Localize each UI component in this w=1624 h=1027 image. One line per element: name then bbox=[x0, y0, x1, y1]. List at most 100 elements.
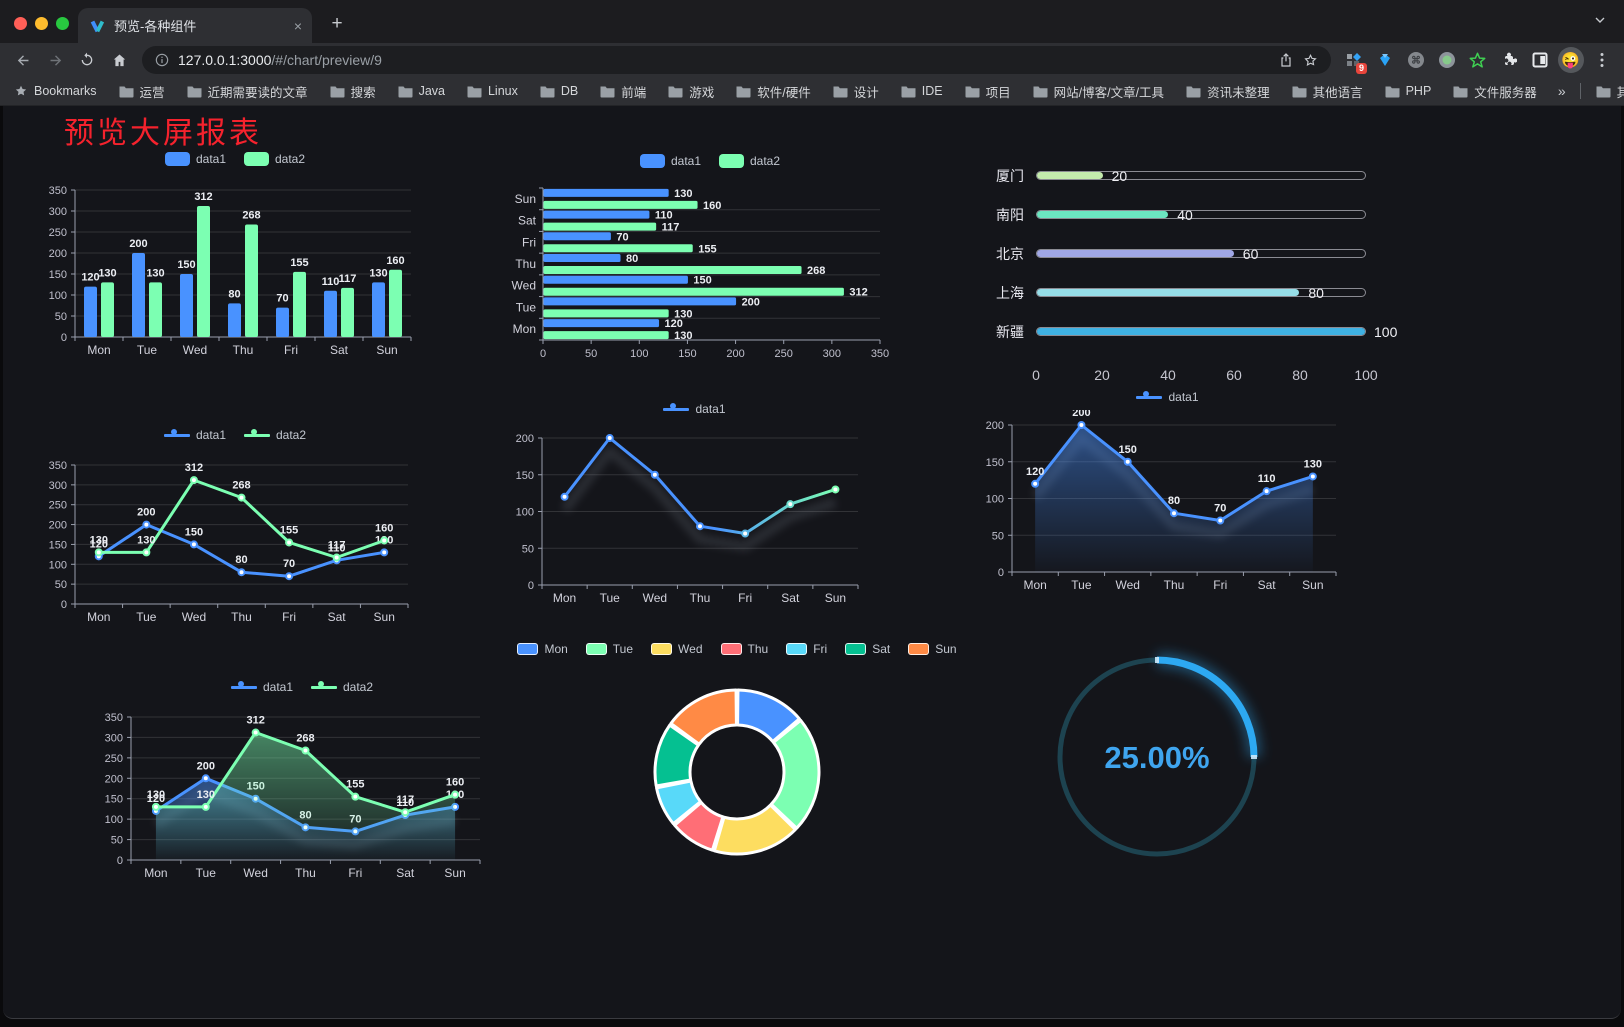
svg-text:130: 130 bbox=[1304, 458, 1322, 470]
bookmark-folder[interactable]: 软件/硬件 bbox=[725, 77, 821, 105]
share-icon[interactable] bbox=[1278, 52, 1294, 68]
svg-text:Sat: Sat bbox=[1258, 578, 1277, 592]
svg-text:Fri: Fri bbox=[1213, 578, 1227, 592]
reload-icon[interactable] bbox=[72, 46, 102, 74]
legend-line-marker bbox=[1136, 391, 1163, 403]
bookmark-folder[interactable]: 搜索 bbox=[319, 77, 387, 105]
progress-fill bbox=[1037, 172, 1103, 179]
svg-text:150: 150 bbox=[678, 348, 696, 360]
bookmark-folder[interactable]: 设计 bbox=[822, 77, 890, 105]
svg-text:Mon: Mon bbox=[1023, 578, 1046, 592]
url-host: 127.0.0.1:3000 bbox=[178, 52, 272, 68]
bookmarks-root[interactable]: Bookmarks bbox=[12, 77, 108, 105]
legend-item[interactable]: data1 bbox=[230, 680, 293, 694]
svg-text:268: 268 bbox=[242, 209, 260, 221]
extension-star-icon[interactable] bbox=[1463, 46, 1492, 74]
chart-legend: data1 data2 bbox=[38, 424, 432, 446]
bookmark-folder[interactable]: 网站/博客/文章/工具 bbox=[1022, 77, 1175, 105]
site-info-icon[interactable] bbox=[154, 52, 170, 68]
legend-item[interactable]: data1 bbox=[663, 402, 726, 416]
svg-text:130: 130 bbox=[98, 267, 116, 279]
legend-label: data1 bbox=[1168, 390, 1199, 404]
donut-slice-Fri bbox=[655, 779, 703, 826]
bookmarks-separator bbox=[1579, 83, 1581, 99]
bookmark-folder[interactable]: PHP bbox=[1374, 77, 1443, 105]
legend-line-marker bbox=[663, 403, 690, 415]
bookmark-folder[interactable]: 运营 bbox=[108, 77, 176, 105]
maximize-window-button[interactable] bbox=[56, 17, 69, 30]
svg-text:160: 160 bbox=[446, 777, 464, 789]
bookmark-folder[interactable]: Linux bbox=[456, 77, 529, 105]
svg-text:50: 50 bbox=[992, 530, 1004, 542]
home-icon[interactable] bbox=[104, 46, 134, 74]
legend-item[interactable]: Wed bbox=[651, 642, 703, 656]
progress-track: 20 bbox=[1036, 168, 1366, 184]
legend-item[interactable]: data1 bbox=[1136, 390, 1199, 404]
legend-item[interactable]: Tue bbox=[585, 642, 633, 656]
legend-line-marker bbox=[230, 681, 257, 693]
legend-item[interactable]: Sun bbox=[908, 642, 957, 656]
progress-row: 南阳 40 bbox=[990, 195, 1366, 234]
bookmark-folder[interactable]: 近期需要读的文章 bbox=[176, 77, 319, 105]
svg-text:Sun: Sun bbox=[515, 192, 536, 206]
bookmark-folder[interactable]: 项目 bbox=[954, 77, 1022, 105]
forward-icon[interactable] bbox=[40, 46, 70, 74]
bookmark-folder[interactable]: 资讯未整理 bbox=[1175, 77, 1281, 105]
svg-text:Thu: Thu bbox=[515, 257, 536, 271]
bookmark-folder[interactable]: IDE bbox=[890, 77, 954, 105]
svg-text:120: 120 bbox=[665, 318, 683, 330]
back-icon[interactable] bbox=[8, 46, 38, 74]
bookmarks-overflow-chevron[interactable]: » bbox=[1557, 83, 1566, 99]
svg-text:80: 80 bbox=[228, 288, 240, 300]
legend-item[interactable]: data1 bbox=[639, 154, 701, 168]
legend-item[interactable]: Fri bbox=[786, 642, 827, 656]
chart-canvas bbox=[653, 688, 821, 856]
close-window-button[interactable] bbox=[14, 17, 27, 30]
svg-text:50: 50 bbox=[522, 543, 534, 555]
minimize-window-button[interactable] bbox=[35, 17, 48, 30]
extension-gem-icon[interactable] bbox=[1370, 46, 1399, 74]
legend-item[interactable]: data1 bbox=[164, 152, 226, 166]
address-bar[interactable]: 127.0.0.1:3000/#/chart/preview/9 bbox=[142, 46, 1331, 74]
new-tab-button[interactable]: + bbox=[331, 13, 343, 34]
legend-item[interactable]: data2 bbox=[719, 154, 780, 168]
svg-text:Thu: Thu bbox=[233, 343, 254, 357]
legend-item[interactable]: Mon bbox=[517, 642, 568, 656]
legend-item[interactable]: data2 bbox=[311, 680, 373, 694]
url-text[interactable]: 127.0.0.1:3000/#/chart/preview/9 bbox=[178, 52, 382, 68]
browser-tab[interactable]: 预览-各种组件 × bbox=[78, 8, 312, 43]
menu-dots-icon[interactable] bbox=[1587, 46, 1616, 74]
bookmark-star-icon[interactable] bbox=[1302, 52, 1319, 69]
bookmark-folder[interactable]: Java bbox=[387, 77, 456, 105]
svg-text:150: 150 bbox=[105, 794, 123, 806]
svg-text:300: 300 bbox=[823, 348, 841, 360]
legend-item[interactable]: data2 bbox=[244, 152, 305, 166]
bookmark-folder-label: 其他语言 bbox=[1312, 85, 1363, 100]
bookmark-folder[interactable]: 前端 bbox=[589, 77, 657, 105]
bookmark-folder[interactable]: 游戏 bbox=[657, 77, 725, 105]
extension-command-icon[interactable]: ⌘ bbox=[1401, 46, 1430, 74]
tab-search-chevron-icon[interactable] bbox=[1592, 12, 1608, 28]
legend-item[interactable]: data1 bbox=[163, 428, 226, 442]
bookmark-folder[interactable]: 其他语言 bbox=[1281, 77, 1374, 105]
extension-dot-icon[interactable] bbox=[1432, 46, 1461, 74]
extensions-puzzle-icon[interactable] bbox=[1494, 46, 1523, 74]
legend-label: data1 bbox=[195, 428, 226, 442]
progress-track: 60 bbox=[1036, 246, 1366, 262]
extension-proxy-icon[interactable]: 9 bbox=[1339, 46, 1368, 74]
progress-label: 南阳 bbox=[996, 206, 1024, 223]
bookmark-folder[interactable]: 文件服务器 bbox=[1442, 77, 1548, 105]
tab-close-icon[interactable]: × bbox=[293, 17, 302, 34]
profile-avatar[interactable]: 😜 bbox=[1556, 46, 1585, 74]
extension-reader-icon[interactable] bbox=[1525, 46, 1554, 74]
progress-fill bbox=[1037, 328, 1365, 335]
legend-item[interactable]: Sat bbox=[845, 642, 890, 656]
bookmark-folder[interactable]: DB bbox=[529, 77, 589, 105]
progress-label: 北京 bbox=[996, 245, 1024, 262]
svg-text:Fri: Fri bbox=[738, 591, 752, 605]
other-bookmarks[interactable]: 其他书签 bbox=[1585, 77, 1624, 105]
legend-item[interactable]: data2 bbox=[244, 428, 306, 442]
progress-value: 80 bbox=[1308, 284, 1324, 301]
chart-progress-bars: 厦门 20 南阳 40 北京 60 上海 80 新疆 100 0 20 40 60 80 100 bbox=[990, 156, 1397, 386]
legend-item[interactable]: Thu bbox=[720, 642, 768, 656]
